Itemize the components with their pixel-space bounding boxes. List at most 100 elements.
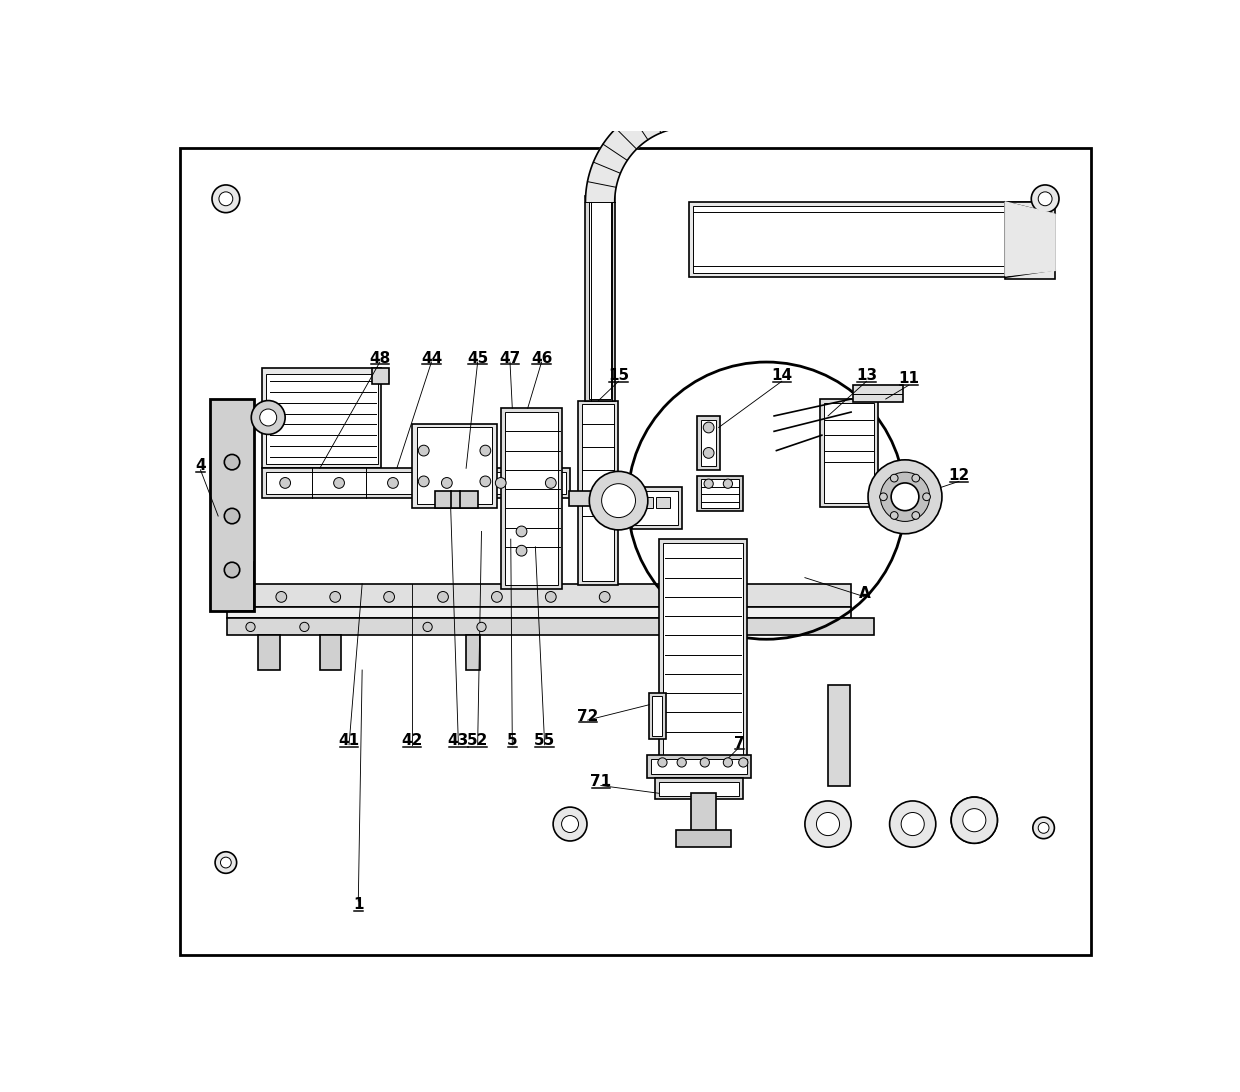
Text: 15: 15 bbox=[608, 368, 629, 383]
Text: A: A bbox=[859, 585, 870, 601]
Bar bbox=[656, 497, 670, 509]
Circle shape bbox=[418, 446, 429, 456]
Circle shape bbox=[890, 512, 898, 520]
Bar bbox=[412, 424, 497, 509]
Text: 43: 43 bbox=[448, 734, 469, 748]
Circle shape bbox=[816, 812, 839, 835]
Circle shape bbox=[1038, 822, 1049, 833]
Bar bbox=[372, 368, 389, 383]
Circle shape bbox=[546, 477, 557, 488]
Circle shape bbox=[495, 477, 506, 488]
Circle shape bbox=[516, 526, 527, 537]
Bar bbox=[1006, 202, 1055, 278]
Polygon shape bbox=[585, 98, 689, 202]
Circle shape bbox=[703, 423, 714, 432]
Text: 41: 41 bbox=[339, 734, 360, 748]
Circle shape bbox=[879, 492, 888, 500]
Bar bbox=[853, 385, 903, 402]
Bar bbox=[262, 468, 570, 498]
Circle shape bbox=[516, 545, 527, 556]
Circle shape bbox=[658, 758, 667, 767]
Circle shape bbox=[951, 797, 997, 843]
Bar bbox=[227, 607, 851, 618]
Bar bbox=[640, 497, 653, 509]
Circle shape bbox=[224, 509, 239, 524]
Bar bbox=[647, 755, 751, 778]
Text: 13: 13 bbox=[856, 368, 877, 383]
Circle shape bbox=[423, 622, 433, 631]
Circle shape bbox=[892, 483, 919, 511]
Text: 72: 72 bbox=[577, 709, 599, 724]
Circle shape bbox=[553, 807, 587, 841]
Text: 52: 52 bbox=[467, 734, 489, 748]
Text: 14: 14 bbox=[771, 368, 792, 383]
Bar bbox=[568, 490, 630, 506]
Bar bbox=[885, 479, 924, 515]
Polygon shape bbox=[1006, 202, 1055, 276]
Bar bbox=[651, 759, 748, 774]
Circle shape bbox=[868, 460, 942, 534]
Circle shape bbox=[951, 797, 997, 843]
Circle shape bbox=[334, 477, 345, 488]
Circle shape bbox=[723, 758, 733, 767]
Circle shape bbox=[388, 477, 398, 488]
Bar bbox=[691, 793, 715, 835]
Bar bbox=[658, 782, 739, 796]
Circle shape bbox=[911, 474, 920, 482]
Bar bbox=[825, 403, 874, 503]
Bar bbox=[585, 197, 615, 401]
Circle shape bbox=[300, 622, 309, 631]
Bar bbox=[652, 697, 662, 736]
Circle shape bbox=[890, 474, 898, 482]
Circle shape bbox=[212, 185, 239, 213]
Bar bbox=[701, 419, 717, 466]
Text: 4: 4 bbox=[195, 459, 206, 474]
Circle shape bbox=[923, 492, 930, 500]
Circle shape bbox=[219, 192, 233, 205]
Circle shape bbox=[901, 812, 924, 835]
Bar bbox=[663, 543, 743, 755]
Circle shape bbox=[562, 816, 579, 832]
Bar bbox=[635, 490, 678, 525]
Bar bbox=[227, 618, 874, 636]
Bar bbox=[210, 399, 254, 610]
Circle shape bbox=[889, 800, 936, 847]
Bar bbox=[689, 202, 1035, 276]
Bar bbox=[882, 476, 928, 519]
Circle shape bbox=[704, 479, 713, 488]
Text: 5: 5 bbox=[507, 734, 517, 748]
Circle shape bbox=[546, 592, 557, 603]
Bar bbox=[227, 584, 851, 607]
Circle shape bbox=[277, 592, 286, 603]
Bar bbox=[265, 472, 567, 494]
Bar bbox=[578, 401, 618, 585]
Text: 71: 71 bbox=[590, 774, 611, 790]
Circle shape bbox=[601, 484, 635, 518]
Circle shape bbox=[723, 479, 733, 488]
Bar bbox=[658, 539, 748, 759]
Bar bbox=[821, 399, 878, 507]
Bar bbox=[631, 487, 682, 530]
Text: 48: 48 bbox=[370, 351, 391, 366]
Text: 42: 42 bbox=[402, 734, 423, 748]
Circle shape bbox=[252, 401, 285, 435]
Text: 7: 7 bbox=[734, 736, 745, 750]
Circle shape bbox=[805, 800, 851, 847]
Bar bbox=[828, 686, 849, 785]
Bar bbox=[582, 404, 614, 581]
Circle shape bbox=[911, 512, 920, 520]
Text: 44: 44 bbox=[420, 351, 443, 366]
Circle shape bbox=[1038, 192, 1052, 205]
Circle shape bbox=[589, 472, 647, 530]
Bar bbox=[466, 636, 480, 670]
Text: 12: 12 bbox=[949, 468, 970, 484]
Circle shape bbox=[221, 857, 231, 868]
Bar bbox=[265, 373, 377, 464]
Bar bbox=[649, 693, 666, 739]
Circle shape bbox=[441, 477, 453, 488]
Text: 1: 1 bbox=[353, 898, 363, 913]
Bar bbox=[697, 476, 743, 511]
Circle shape bbox=[438, 592, 449, 603]
Circle shape bbox=[477, 622, 486, 631]
Circle shape bbox=[246, 622, 255, 631]
